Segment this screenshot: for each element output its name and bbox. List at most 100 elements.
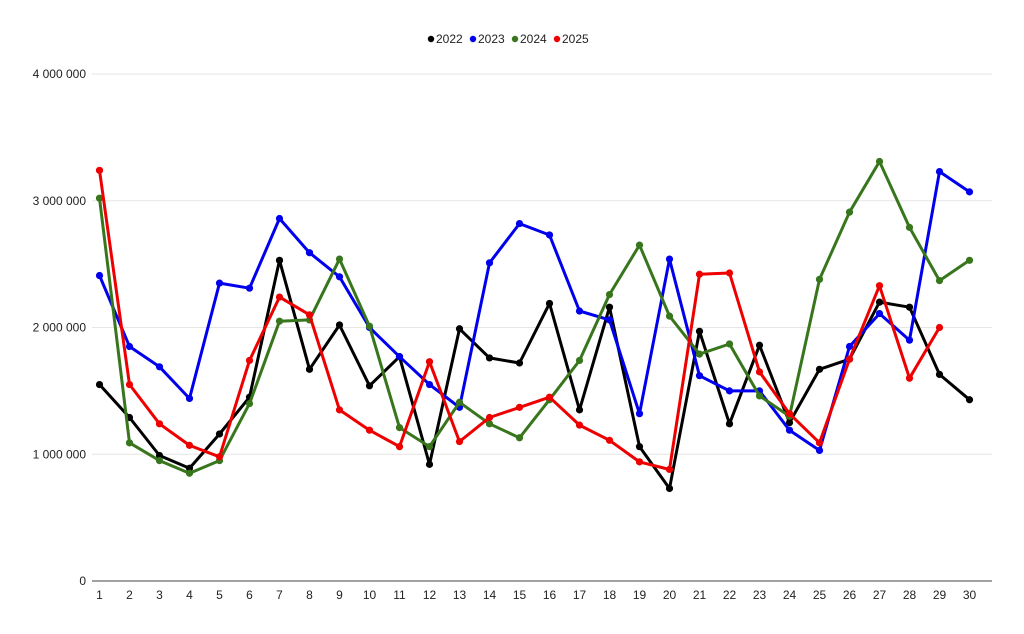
data-point: [815, 439, 824, 447]
data-point: [275, 293, 284, 301]
data-point: [185, 394, 194, 403]
data-point: [875, 282, 884, 290]
data-point: [515, 403, 524, 411]
x-tick-label: 30: [963, 588, 977, 602]
x-tick-label: 10: [363, 588, 377, 602]
data-point: [575, 421, 584, 429]
data-point: [515, 434, 524, 442]
data-point: [365, 322, 374, 330]
x-tick-label: 2: [126, 588, 133, 602]
data-point: [335, 406, 344, 414]
data-point: [875, 157, 884, 166]
data-point: [635, 443, 644, 451]
chart-series: [95, 157, 974, 493]
y-tick-label: 0: [79, 574, 86, 588]
data-point: [215, 430, 224, 438]
data-point: [335, 273, 344, 281]
data-point: [395, 443, 404, 451]
data-point: [545, 299, 554, 308]
y-tick-label: 2 000 000: [33, 321, 87, 335]
data-point: [155, 363, 164, 371]
x-tick-label: 4: [186, 588, 193, 602]
data-point: [395, 424, 404, 432]
data-point: [95, 271, 104, 280]
data-point: [905, 303, 914, 311]
x-tick-label: 3: [156, 588, 163, 602]
data-point: [215, 279, 224, 287]
data-point: [485, 413, 494, 422]
legend-marker: [553, 35, 561, 43]
x-tick-label: 26: [843, 588, 857, 602]
x-tick-label: 14: [483, 588, 497, 602]
data-point: [575, 406, 584, 414]
x-tick-label: 19: [633, 588, 647, 602]
y-tick-label: 1 000 000: [33, 447, 87, 461]
data-point: [425, 460, 434, 468]
data-point: [425, 380, 434, 389]
data-point: [815, 275, 824, 283]
legend-marker: [469, 35, 477, 43]
series-line: [98, 170, 971, 452]
data-point: [875, 298, 884, 306]
data-point: [185, 464, 194, 472]
legend-label: 2024: [520, 32, 547, 46]
data-point: [965, 396, 974, 404]
x-tick-label: 11: [393, 588, 406, 602]
data-point: [245, 284, 254, 292]
data-point: [785, 418, 794, 427]
x-tick-label: 23: [753, 588, 767, 602]
data-point: [335, 321, 344, 329]
data-point: [815, 446, 824, 455]
legend-item: 2023: [469, 32, 505, 46]
data-point: [305, 365, 314, 373]
data-point: [845, 342, 854, 351]
legend-marker: [511, 35, 519, 43]
data-point: [275, 214, 284, 223]
data-point: [635, 241, 644, 249]
data-point: [365, 426, 374, 434]
legend-label: 2025: [562, 32, 589, 46]
data-point: [215, 453, 224, 461]
data-point: [695, 270, 704, 278]
data-point: [275, 256, 284, 264]
data-point: [725, 420, 734, 428]
data-point: [965, 188, 974, 196]
data-point: [455, 437, 464, 446]
series-2023: [95, 167, 974, 455]
data-point: [485, 420, 494, 428]
x-tick-label: 22: [723, 588, 737, 602]
data-point: [605, 290, 614, 299]
y-tick-label: 3 000 000: [33, 194, 87, 208]
x-tick-label: 17: [573, 588, 587, 602]
data-point: [695, 350, 704, 358]
x-tick-label: 29: [933, 588, 947, 602]
legend-item: 2022: [427, 32, 463, 46]
data-point: [665, 465, 674, 474]
x-tick-label: 12: [423, 588, 437, 602]
data-point: [125, 439, 134, 447]
data-point: [155, 456, 164, 465]
data-point: [875, 309, 884, 318]
data-point: [455, 398, 464, 406]
data-point: [935, 277, 944, 285]
data-point: [725, 387, 734, 395]
data-point: [305, 311, 314, 319]
data-point: [605, 303, 614, 311]
series-2025: [95, 166, 944, 474]
data-point: [785, 426, 794, 434]
x-tick-label: 8: [306, 588, 313, 602]
data-point: [755, 392, 764, 400]
data-point: [305, 249, 314, 257]
data-point: [365, 382, 374, 390]
data-point: [785, 410, 794, 418]
data-point: [425, 443, 434, 451]
data-point: [185, 441, 194, 449]
data-point: [275, 317, 284, 325]
data-point: [425, 358, 434, 366]
data-point: [185, 469, 194, 477]
series-line: [98, 258, 971, 490]
data-point: [725, 340, 734, 348]
x-tick-label: 20: [663, 588, 677, 602]
data-point: [845, 208, 854, 216]
x-tick-label: 1: [96, 588, 103, 602]
